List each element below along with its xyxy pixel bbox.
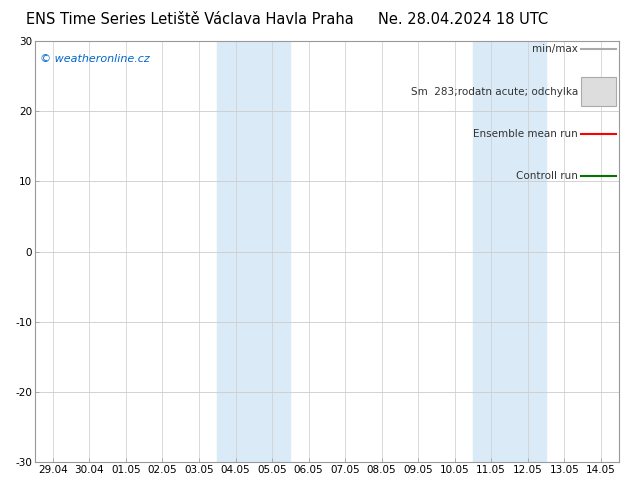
Bar: [473, 41, 546, 462]
Text: Ensemble mean run: Ensemble mean run: [474, 129, 578, 139]
Text: ENS Time Series Letiště Václava Havla Praha: ENS Time Series Letiště Václava Havla Pr…: [27, 12, 354, 27]
Text: min/max: min/max: [532, 45, 578, 54]
Bar: [217, 41, 290, 462]
Text: Sm  283;rodatn acute; odchylka: Sm 283;rodatn acute; odchylka: [411, 87, 578, 97]
Text: Controll run: Controll run: [516, 171, 578, 181]
Text: © weatheronline.cz: © weatheronline.cz: [41, 54, 150, 64]
Text: Ne. 28.04.2024 18 UTC: Ne. 28.04.2024 18 UTC: [378, 12, 548, 27]
FancyBboxPatch shape: [581, 77, 616, 106]
